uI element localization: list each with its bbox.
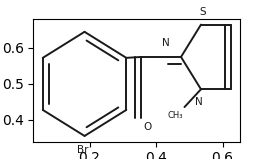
Text: O: O [143,122,151,132]
Text: Br: Br [77,145,89,155]
Text: S: S [199,7,206,17]
Text: CH₃: CH₃ [167,111,183,120]
Text: N: N [195,97,203,107]
Text: N: N [162,38,170,48]
